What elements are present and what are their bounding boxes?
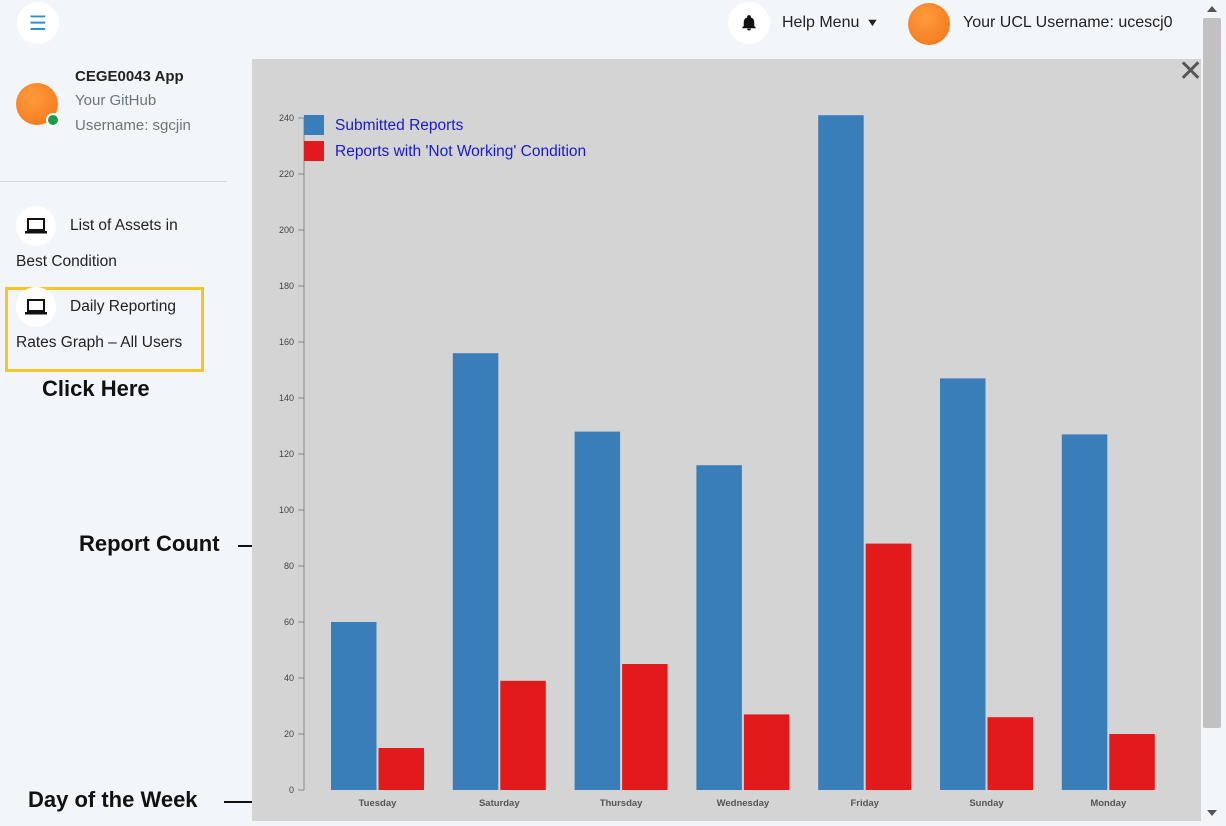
sidebar-item-assets-best-condition[interactable]: List of Assets in Best Condition <box>16 206 206 278</box>
legend-label: Reports with 'Not Working' Condition <box>335 143 586 160</box>
sidebar-item-label: Best Condition <box>16 253 117 270</box>
github-label: Your GitHub <box>75 92 157 109</box>
day-of-week-annotation: Day of the Week <box>28 787 198 812</box>
legend-swatch <box>304 115 324 135</box>
scrollbar-thumb[interactable] <box>1203 18 1221 728</box>
chart-panel: 0 20 40 60 80 100 120 140 160 180 200 220 240 Tuesday… <box>252 59 1201 821</box>
y-tick-label: 160 <box>279 337 294 347</box>
sidebar-item-label: Daily Reporting <box>70 298 176 316</box>
sidebar-item-daily-reporting-graph[interactable]: Daily Reporting Rates Graph – All Users <box>16 287 206 359</box>
help-menu-dropdown[interactable]: Help Menu ▼ <box>782 14 880 32</box>
legend-swatch <box>304 141 324 161</box>
y-tick-label: 40 <box>284 673 294 683</box>
bar-submitted <box>1061 434 1108 790</box>
x-tick-label: Monday <box>1090 798 1127 809</box>
bar-not-working <box>865 543 912 790</box>
y-tick-label: 220 <box>279 169 294 179</box>
bar-submitted <box>818 115 864 790</box>
y-tick-label: 100 <box>279 505 294 515</box>
help-menu-label: Help Menu <box>782 14 860 31</box>
bell-icon <box>742 15 756 31</box>
bar-chart: 0 20 40 60 80 100 120 140 160 180 200 220 240 Tuesday… <box>279 113 1155 809</box>
bar-not-working <box>378 748 424 790</box>
scroll-down-arrow[interactable] <box>1207 810 1217 816</box>
bar-not-working <box>1109 734 1155 790</box>
report-count-annotation: Report Count <box>79 531 220 556</box>
x-tick-label: Wednesday <box>717 798 770 809</box>
chevron-down-icon: ▼ <box>865 17 880 29</box>
ucl-username-label: Your UCL Username: ucescj0 <box>963 14 1173 31</box>
y-tick-label: 180 <box>279 281 294 291</box>
app-title: CEGE0043 App <box>75 68 184 85</box>
bar-submitted <box>940 378 986 790</box>
y-tick-label: 240 <box>279 113 294 123</box>
bar-not-working <box>987 717 1033 790</box>
x-tick-label: Tuesday <box>359 798 398 809</box>
laptop-icon <box>16 206 56 246</box>
x-tick-label: Sunday <box>969 798 1004 809</box>
online-status-dot <box>46 113 60 127</box>
y-tick-label: 80 <box>284 561 294 571</box>
bar-submitted <box>696 465 742 790</box>
sidebar-divider <box>0 181 227 182</box>
laptop-icon <box>16 287 56 327</box>
notifications-button[interactable] <box>728 2 770 44</box>
scroll-up-arrow[interactable] <box>1207 6 1217 12</box>
bar-not-working <box>500 680 546 790</box>
sidebar-item-label: List of Assets in <box>70 217 178 235</box>
bar-not-working <box>743 714 790 790</box>
user-avatar[interactable] <box>908 3 950 45</box>
hamburger-menu-button[interactable]: ☰ <box>17 2 59 44</box>
bar-submitted <box>331 622 377 790</box>
y-tick-label: 60 <box>284 617 294 627</box>
y-tick-label: 200 <box>279 225 294 235</box>
bar-submitted <box>574 431 621 790</box>
y-tick-label: 120 <box>279 449 294 459</box>
hamburger-icon: ☰ <box>29 12 47 35</box>
github-username: Username: sgcjin <box>75 117 191 134</box>
legend-label: Submitted Reports <box>335 117 464 134</box>
highlight-box <box>5 287 204 372</box>
x-tick-label: Saturday <box>479 798 520 809</box>
bar-submitted <box>452 353 499 790</box>
bar-not-working <box>622 664 668 790</box>
x-tick-label: Friday <box>850 798 879 809</box>
y-tick-label: 0 <box>289 785 294 795</box>
sidebar-item-label: Rates Graph – All Users <box>16 334 183 351</box>
y-tick-label: 20 <box>284 729 294 739</box>
close-icon[interactable]: ✕ <box>1178 55 1204 88</box>
click-here-annotation: Click Here <box>42 376 150 401</box>
y-tick-label: 140 <box>279 393 294 403</box>
x-tick-label: Thursday <box>600 798 643 809</box>
